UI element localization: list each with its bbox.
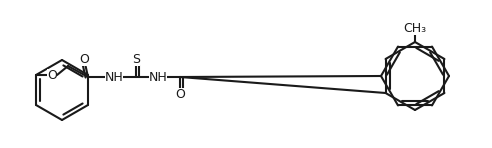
Text: O: O [47,69,57,82]
Text: S: S [132,53,140,66]
Bar [376,37,454,115]
Text: NH: NH [149,70,167,83]
Text: NH: NH [105,70,123,83]
Text: O: O [175,87,185,100]
Text: CH₃: CH₃ [403,21,427,34]
Text: O: O [79,53,89,66]
